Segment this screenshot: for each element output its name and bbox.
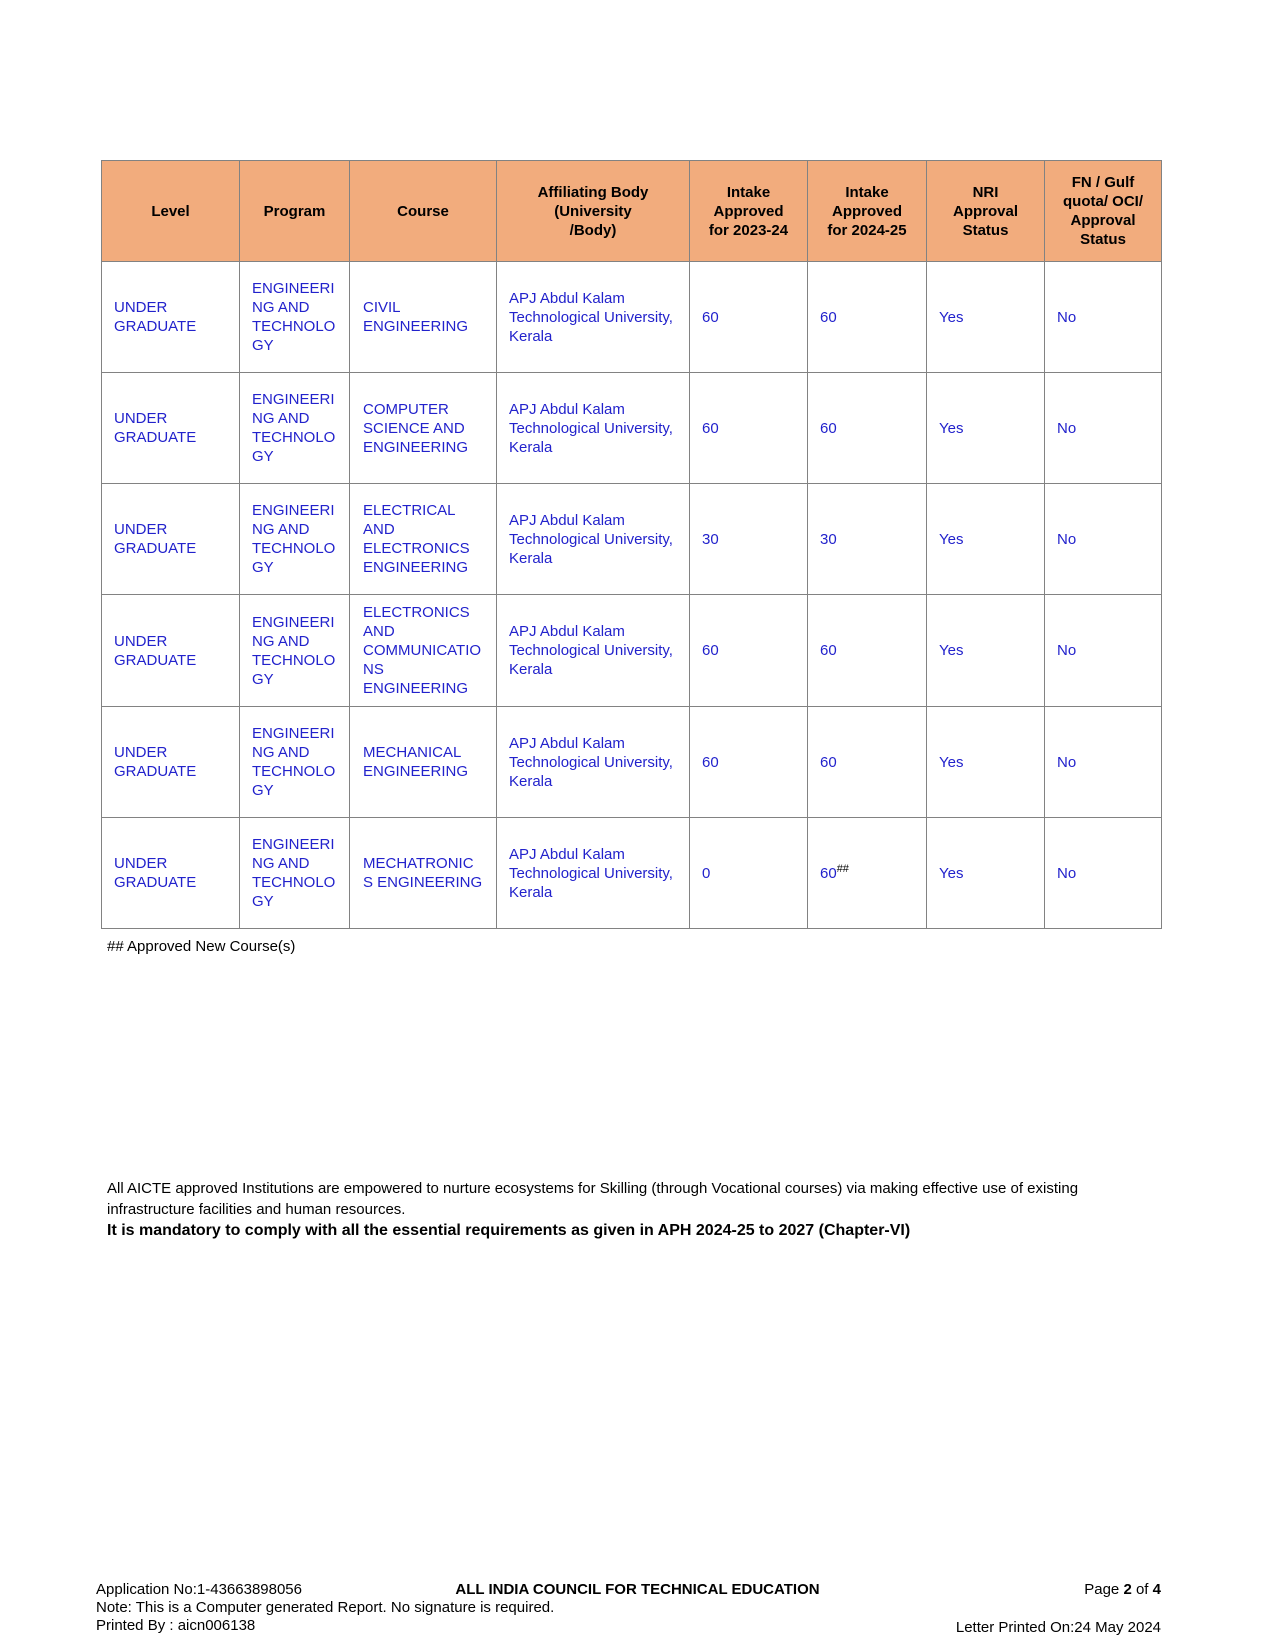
cell-course: ELECTRONICS AND COMMUNICATIONS ENGINEERI… [349, 594, 497, 707]
column-header-intake-2023-24: Intake Approved for 2023-24 [689, 160, 808, 262]
page-current: 2 [1123, 1581, 1132, 1598]
cell-affiliating-body: APJ Abdul Kalam Technological University… [496, 261, 690, 373]
intake-2024-25-value: 60 [820, 419, 837, 437]
cell-nri-approval: Yes [926, 483, 1045, 595]
page-indicator: Page 2 of 4 [1084, 1581, 1161, 1599]
cell-affiliating-body: APJ Abdul Kalam Technological University… [496, 483, 690, 595]
cell-intake-2023-24: 60 [689, 706, 808, 818]
cell-level: UNDER GRADUATE [101, 483, 240, 595]
course-row: UNDER GRADUATE ENGINEERING AND TECHNOLOGY… [101, 706, 1162, 818]
cell-fn-gulf-approval: No [1044, 483, 1162, 595]
computer-generated-note: Note: This is a Computer generated Repor… [96, 1599, 555, 1616]
cell-intake-2023-24: 60 [689, 261, 808, 373]
column-header-course: Course [349, 160, 497, 262]
cell-course: COMPUTER SCIENCE AND ENGINEERING [349, 372, 497, 484]
page-label: Page [1084, 1581, 1120, 1598]
cell-intake-2024-25: 60 [807, 372, 927, 484]
approved-new-course-footnote: ## Approved New Course(s) [107, 938, 296, 955]
cell-intake-2023-24: 60 [689, 372, 808, 484]
cell-fn-gulf-approval: No [1044, 372, 1162, 484]
cell-level: UNDER GRADUATE [101, 372, 240, 484]
column-header-nri-approval: NRI Approval Status [926, 160, 1045, 262]
cell-nri-approval: Yes [926, 261, 1045, 373]
cell-fn-gulf-approval: No [1044, 594, 1162, 707]
cell-program: ENGINEERING AND TECHNOLOGY [239, 817, 350, 929]
cell-level: UNDER GRADUATE [101, 594, 240, 707]
new-course-marker: ## [836, 862, 849, 875]
cell-program: ENGINEERING AND TECHNOLOGY [239, 372, 350, 484]
column-header-level: Level [101, 160, 240, 262]
cell-intake-2024-25: 60## [807, 817, 927, 929]
cell-course: CIVIL ENGINEERING [349, 261, 497, 373]
course-row: UNDER GRADUATE ENGINEERING AND TECHNOLOGY… [101, 261, 1162, 373]
column-header-program: Program [239, 160, 350, 262]
cell-program: ENGINEERING AND TECHNOLOGY [239, 483, 350, 595]
cell-intake-2023-24: 30 [689, 483, 808, 595]
cell-level: UNDER GRADUATE [101, 706, 240, 818]
cell-intake-2024-25: 60 [807, 706, 927, 818]
cell-nri-approval: Yes [926, 372, 1045, 484]
printed-by: Printed By : aicn006138 [96, 1617, 256, 1634]
letter-printed-on: Letter Printed On:24 May 2024 [955, 1619, 1161, 1636]
cell-intake-2024-25: 30 [807, 483, 927, 595]
cell-nri-approval: Yes [926, 594, 1045, 707]
intake-2024-25-value: 60 [820, 864, 837, 882]
cell-affiliating-body: APJ Abdul Kalam Technological University… [496, 594, 690, 707]
cell-affiliating-body: APJ Abdul Kalam Technological University… [496, 706, 690, 818]
cell-affiliating-body: APJ Abdul Kalam Technological University… [496, 372, 690, 484]
column-header-affiliating-body: Affiliating Body (University /Body) [496, 160, 690, 262]
course-row: UNDER GRADUATE ENGINEERING AND TECHNOLOGY… [101, 817, 1162, 929]
page-of-label: of [1135, 1581, 1149, 1598]
cell-affiliating-body: APJ Abdul Kalam Technological University… [496, 817, 690, 929]
cell-fn-gulf-approval: No [1044, 706, 1162, 818]
skilling-note: All AICTE approved Institutions are empo… [107, 1180, 1079, 1218]
cell-fn-gulf-approval: No [1044, 261, 1162, 373]
course-row: UNDER GRADUATE ENGINEERING AND TECHNOLOGY… [101, 372, 1162, 484]
cell-level: UNDER GRADUATE [101, 261, 240, 373]
cell-nri-approval: Yes [926, 706, 1045, 818]
table-header-row: Level Program Course Affiliating Body (Univ… [101, 160, 1162, 262]
cell-fn-gulf-approval: No [1044, 817, 1162, 929]
cell-program: ENGINEERING AND TECHNOLOGY [239, 706, 350, 818]
organization-name: ALL INDIA COUNCIL FOR TECHNICAL EDUCATIO… [455, 1581, 820, 1598]
page-total: 4 [1152, 1581, 1161, 1598]
cell-intake-2023-24: 60 [689, 594, 808, 707]
column-header-fn-gulf-approval: FN / Gulf quota/ OCI/ Approval Status [1044, 160, 1162, 262]
application-number: Application No:1-43663898056 [96, 1581, 302, 1598]
mandatory-compliance-note: It is mandatory to comply with all the e… [107, 1222, 911, 1239]
intake-2024-25-value: 60 [820, 642, 837, 659]
cell-program: ENGINEERING AND TECHNOLOGY [239, 594, 350, 707]
cell-course: MECHANICAL ENGINEERING [349, 706, 497, 818]
cell-program: ENGINEERING AND TECHNOLOGY [239, 261, 350, 373]
intake-2024-25-value: 60 [820, 753, 837, 771]
cell-intake-2024-25: 60 [807, 261, 927, 373]
intake-2024-25-value: 60 [820, 308, 837, 326]
column-header-intake-2024-25: Intake Approved for 2024-25 [807, 160, 927, 262]
cell-intake-2024-25: 60 [807, 594, 927, 707]
cell-intake-2023-24: 0 [689, 817, 808, 929]
intake-2024-25-value: 30 [820, 530, 837, 548]
course-row: UNDER GRADUATE ENGINEERING AND TECHNOLOGY… [101, 483, 1162, 595]
cell-level: UNDER GRADUATE [101, 817, 240, 929]
cell-course: MECHATRONICS ENGINEERING [349, 817, 497, 929]
approved-courses-table: Level Program Course Affiliating Body (Univ… [101, 160, 1162, 929]
cell-nri-approval: Yes [926, 817, 1045, 929]
cell-course: ELECTRICAL AND ELECTRONICS ENGINEERING [349, 483, 497, 595]
course-row: UNDER GRADUATE ENGINEERING AND TECHNOLOGY… [101, 594, 1162, 707]
